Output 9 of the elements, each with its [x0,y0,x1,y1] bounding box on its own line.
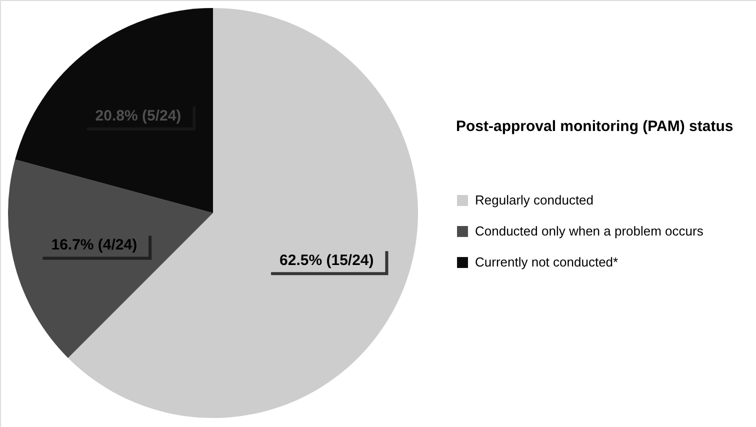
data-label: 20.8% (5/24) [95,107,182,124]
data-label: 16.7% (4/24) [51,236,138,254]
data-label: 62.5% (15/24) [280,252,374,270]
legend-label: Currently not conducted* [475,254,618,270]
pie-slice [15,8,213,213]
pie-slice [8,160,213,358]
legend-label: Conducted only when a problem occurs [475,224,704,238]
legend-label: Regularly conducted [475,192,594,208]
legend-title: Post-approval monitoring (PAM) status [456,118,734,135]
